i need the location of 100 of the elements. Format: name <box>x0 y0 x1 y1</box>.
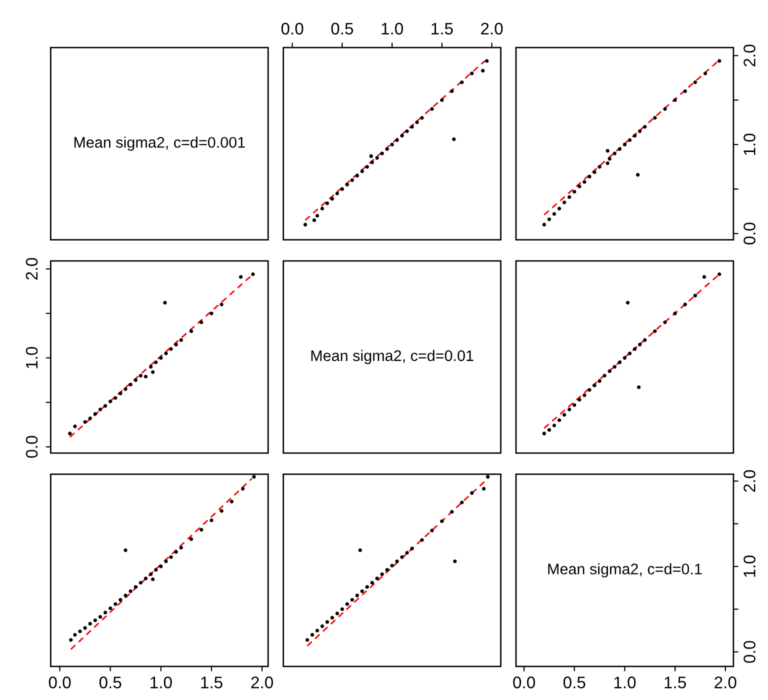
point <box>395 560 399 564</box>
point <box>251 272 255 276</box>
point <box>78 630 82 634</box>
point <box>124 594 128 598</box>
point <box>380 572 384 576</box>
point <box>148 364 153 369</box>
point <box>114 602 118 606</box>
point <box>355 594 359 598</box>
point <box>395 138 399 142</box>
point <box>252 474 256 479</box>
point <box>73 632 77 637</box>
point <box>612 364 616 369</box>
point <box>380 152 384 156</box>
point <box>114 396 118 400</box>
point <box>606 148 610 153</box>
point <box>618 147 622 151</box>
point <box>144 374 148 378</box>
point <box>108 606 112 610</box>
point <box>542 432 546 436</box>
point <box>220 302 224 306</box>
x-tick-label: 1.5 <box>432 22 453 35</box>
point <box>562 200 566 204</box>
point <box>330 616 334 620</box>
point <box>598 164 602 169</box>
point <box>128 382 132 386</box>
point <box>557 418 562 422</box>
point <box>568 195 572 199</box>
point <box>562 412 566 417</box>
point <box>108 400 112 404</box>
x-tick-label: 1.5 <box>664 676 686 688</box>
point <box>410 124 414 129</box>
point <box>663 320 667 324</box>
point <box>179 546 183 550</box>
point <box>124 387 128 391</box>
point <box>460 80 464 84</box>
point <box>200 320 204 324</box>
point <box>98 615 102 619</box>
point <box>622 356 627 360</box>
y-tick-label: 0.0 <box>744 222 756 244</box>
point <box>572 190 576 194</box>
point <box>622 142 627 146</box>
y-tick-label: 1.0 <box>744 556 756 577</box>
point <box>154 568 158 572</box>
point <box>98 408 102 412</box>
point <box>93 412 98 416</box>
point <box>673 312 677 316</box>
point <box>69 638 73 642</box>
point <box>405 129 409 134</box>
point <box>124 548 128 552</box>
point <box>305 638 310 642</box>
x-tick-label: 0.5 <box>99 676 122 688</box>
point <box>552 212 556 216</box>
x-tick-label: 2.0 <box>714 676 736 688</box>
point <box>150 577 155 582</box>
point <box>470 72 474 76</box>
y-tick-label: 2.0 <box>26 258 38 280</box>
point <box>358 548 362 552</box>
point <box>420 116 424 120</box>
point <box>150 370 155 374</box>
point <box>320 624 324 628</box>
point <box>460 500 464 504</box>
point <box>578 184 582 188</box>
point <box>320 206 324 210</box>
point <box>375 156 379 160</box>
point <box>453 560 457 564</box>
x-tick-label: 0.0 <box>513 676 535 688</box>
point <box>83 626 87 630</box>
point <box>618 360 622 364</box>
point <box>450 510 454 514</box>
point <box>400 555 404 559</box>
point <box>315 628 320 632</box>
point <box>582 393 586 398</box>
point <box>390 564 394 568</box>
point <box>430 528 434 532</box>
point <box>693 294 698 298</box>
point <box>385 568 389 572</box>
point <box>410 546 414 550</box>
point <box>602 374 606 378</box>
point <box>238 275 243 279</box>
point <box>241 486 245 491</box>
point <box>636 172 640 177</box>
point <box>703 72 708 76</box>
point <box>340 187 344 191</box>
point <box>636 385 641 390</box>
point <box>220 509 224 513</box>
point <box>608 369 612 374</box>
point <box>350 178 354 182</box>
point <box>189 537 194 541</box>
point <box>330 197 334 201</box>
point <box>683 302 687 306</box>
x-tick-label: 0.5 <box>563 676 586 688</box>
point <box>598 379 602 383</box>
point <box>484 59 489 63</box>
point <box>210 312 214 316</box>
point <box>134 378 138 382</box>
x-tick-label: 1.0 <box>150 676 172 688</box>
y-tick-label: 2.0 <box>744 44 756 66</box>
point <box>592 384 596 388</box>
x-tick-label: 0.5 <box>331 22 354 35</box>
y-tick-label: 1.0 <box>26 346 38 368</box>
